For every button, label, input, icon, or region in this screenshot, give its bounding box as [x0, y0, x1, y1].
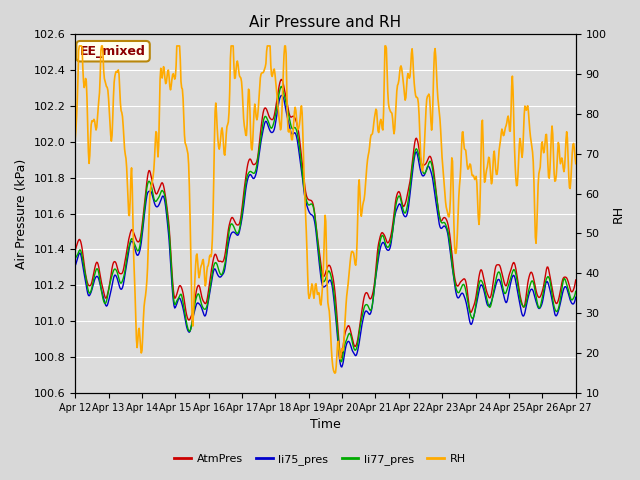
Legend: AtmPres, li75_pres, li77_pres, RH: AtmPres, li75_pres, li77_pres, RH	[170, 450, 470, 469]
X-axis label: Time: Time	[310, 419, 341, 432]
Title: Air Pressure and RH: Air Pressure and RH	[250, 15, 401, 30]
Text: EE_mixed: EE_mixed	[80, 45, 146, 58]
Y-axis label: Air Pressure (kPa): Air Pressure (kPa)	[15, 158, 28, 269]
Y-axis label: RH: RH	[612, 204, 625, 223]
